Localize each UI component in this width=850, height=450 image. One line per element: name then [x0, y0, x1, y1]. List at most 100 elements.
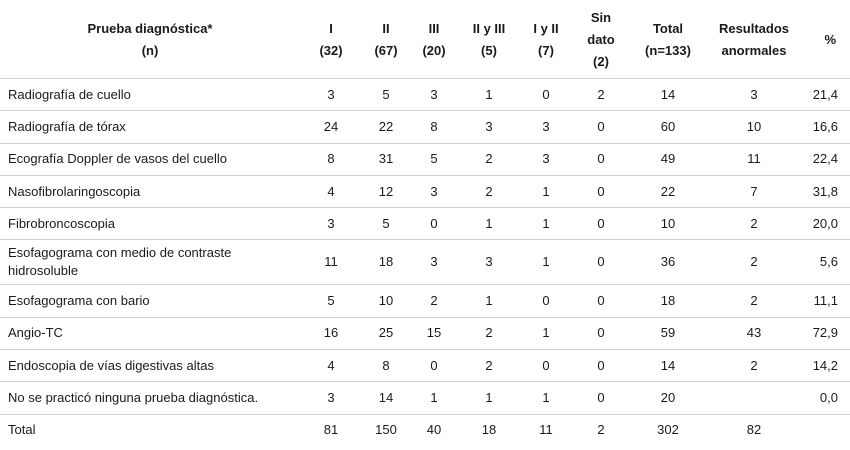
table-row: No se practicó ninguna prueba diagnóstic…	[0, 381, 850, 415]
cell-g2: 18	[362, 239, 410, 286]
cell-abnormal: 43	[706, 317, 802, 351]
cell-g6: 0	[572, 143, 630, 176]
cell-name: Radiografía de tórax	[0, 110, 300, 144]
cell-abnormal: 3	[706, 78, 802, 112]
cell-g5: 0	[520, 349, 572, 383]
header-group-3: III (20)	[410, 2, 458, 79]
cell-g3: 3	[410, 78, 458, 112]
cell-g2: 5	[362, 78, 410, 112]
cell-g4: 2	[458, 317, 520, 351]
cell-g3: 1	[410, 381, 458, 415]
cell-total: 14	[630, 349, 706, 383]
cell-g2: 8	[362, 349, 410, 383]
cell-total: 59	[630, 317, 706, 351]
cell-name: Endoscopia de vías digestivas altas	[0, 349, 300, 383]
cell-total: 22	[630, 175, 706, 209]
header-total: Total (n=133)	[630, 2, 706, 79]
cell-g5: 3	[520, 110, 572, 144]
cell-pct: 72,9	[802, 317, 850, 351]
cell-name: Esofagograma con medio de contraste hidr…	[0, 239, 300, 286]
header-row: Prueba diagnóstica* (n) I (32) II (67) I…	[0, 2, 850, 79]
cell-g3: 0	[410, 349, 458, 383]
cell-g6: 0	[572, 175, 630, 209]
cell-g1: 5	[300, 284, 362, 318]
cell-pct: 31,8	[802, 175, 850, 209]
cell-g5: 0	[520, 284, 572, 318]
cell-g1: 16	[300, 317, 362, 351]
table-row: Fibrobroncoscopia 3 5 0 1 1 0 10 2 20,0	[0, 207, 850, 241]
table-row: Ecografía Doppler de vasos del cuello 8 31…	[0, 143, 850, 176]
table-row: Radiografía de cuello 3 5 3 1 0 2 14 3 21,4	[0, 78, 850, 112]
cell-abnormal: 10	[706, 110, 802, 144]
cell-g4: 1	[458, 207, 520, 241]
cell-g6: 2	[572, 78, 630, 112]
cell-g2: 10	[362, 284, 410, 318]
cell-g6: 0	[572, 349, 630, 383]
cell-name: Total	[8, 422, 36, 438]
cell-abnormal: 82	[746, 422, 762, 438]
cell-g3: 3	[410, 175, 458, 209]
cell-g2: 31	[362, 143, 410, 176]
header-group-2-3: II y III (5)	[458, 2, 520, 79]
cell-g1: 3	[300, 381, 362, 415]
cell-g5: 1	[520, 207, 572, 241]
cell-g4: 2	[458, 175, 520, 209]
cell-abnormal: 11	[706, 143, 802, 176]
cell-g1: 3	[300, 78, 362, 112]
header-no-data: Sin dato (2)	[572, 2, 630, 79]
header-test: Prueba diagnóstica* (n)	[0, 2, 300, 79]
cell-g1: 4	[300, 349, 362, 383]
table-row: Nasofibrolaringoscopia 4 12 3 2 1 0 22 7 31,8	[0, 175, 850, 209]
cell-g6: 0	[572, 381, 630, 415]
header-abnormal-results: Resultados anormales	[706, 2, 802, 79]
header-group-1: I (32)	[300, 2, 362, 79]
header-percent: %	[802, 2, 850, 79]
cell-total: 302	[657, 422, 679, 438]
cell-g5: 3	[520, 143, 572, 176]
cell-total: 14	[630, 78, 706, 112]
cell-name: Ecografía Doppler de vasos del cuello	[0, 143, 300, 176]
cell-g5: 1	[520, 175, 572, 209]
cell-pct: 21,4	[802, 78, 850, 112]
cell-g1: 11	[300, 239, 362, 286]
cell-g6: 0	[572, 284, 630, 318]
cell-g5: 11	[539, 422, 553, 438]
cell-g2: 14	[362, 381, 410, 415]
cell-g5: 0	[520, 78, 572, 112]
cell-g4: 1	[458, 284, 520, 318]
cell-total: 49	[630, 143, 706, 176]
cell-name: Radiografía de cuello	[0, 78, 300, 112]
table-row: Total 81 150 40 18 11 2 302 82	[0, 414, 850, 446]
cell-abnormal: 2	[706, 349, 802, 383]
cell-g3: 3	[410, 239, 458, 286]
cell-g4: 2	[458, 143, 520, 176]
cell-total: 60	[630, 110, 706, 144]
cell-g5: 1	[520, 381, 572, 415]
cell-g6: 0	[572, 207, 630, 241]
cell-g6: 2	[597, 422, 605, 438]
header-group-2: II (67)	[362, 2, 410, 79]
cell-total: 36	[630, 239, 706, 286]
cell-abnormal: 7	[706, 175, 802, 209]
cell-g5: 1	[520, 317, 572, 351]
table-row: Radiografía de tórax 24 22 8 3 3 0 60 10 16,6	[0, 110, 850, 144]
cell-g1: 24	[300, 110, 362, 144]
cell-g3: 40	[426, 422, 442, 438]
cell-g3: 0	[410, 207, 458, 241]
cell-g6: 0	[572, 317, 630, 351]
cell-g2: 22	[362, 110, 410, 144]
cell-pct: 0,0	[802, 381, 850, 415]
cell-name: Fibrobroncoscopia	[0, 207, 300, 241]
cell-g4: 1	[458, 78, 520, 112]
cell-g4: 18	[481, 422, 497, 438]
table-row: Esofagograma con bario 5 10 2 1 0 0 18 2 11,1	[0, 284, 850, 318]
cell-name: No se practicó ninguna prueba diagnóstic…	[0, 381, 300, 415]
cell-g6: 0	[572, 110, 630, 144]
cell-pct: 20,0	[802, 207, 850, 241]
header-group-1-2: I y II (7)	[520, 2, 572, 79]
cell-g4: 2	[458, 349, 520, 383]
cell-g2: 5	[362, 207, 410, 241]
cell-abnormal	[706, 381, 802, 415]
